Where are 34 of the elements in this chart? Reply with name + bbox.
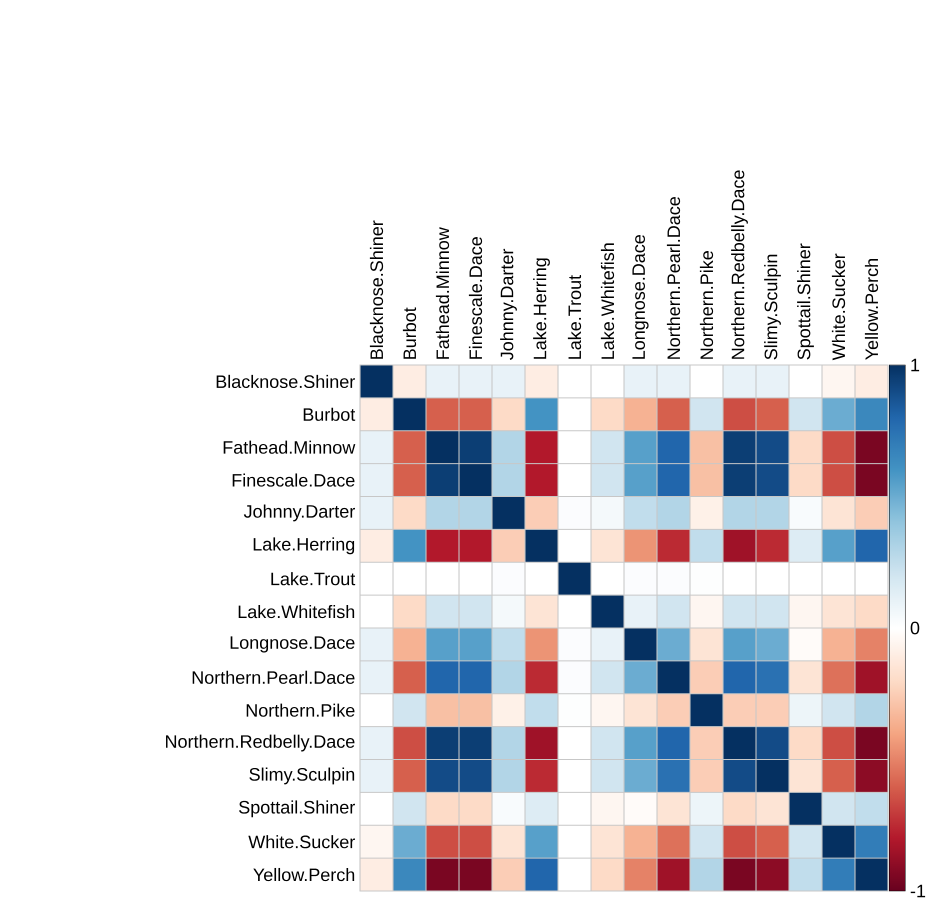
- y-tick-label: Finescale.Dace: [232, 473, 354, 487]
- y-tick-label: Longnose.Dace: [230, 636, 354, 653]
- y-tick-label: Yellow.Perch: [253, 868, 354, 882]
- y-tick-label: Fathead.Minnow: [224, 440, 356, 454]
- x-tick-label: Fathead.Minnow: [436, 227, 450, 359]
- x-tick-label: Slimy.Sculpin: [764, 254, 781, 360]
- x-tick-label: Spottail.Shiner: [797, 244, 814, 360]
- y-tick-label: Spottail.Shiner: [239, 800, 355, 818]
- x-tick-label: Northern.Pike: [700, 251, 714, 359]
- x-tick-label: Burbot: [402, 307, 416, 359]
- y-tick-label: Lake.Trout: [271, 572, 356, 586]
- y-tick-label: Northern.Pike: [246, 704, 354, 717]
- x-tick-label: Northern.Redbelly.Dace: [731, 170, 748, 359]
- x-tick-label: Yellow.Perch: [864, 259, 878, 360]
- x-tick-label: Lake.Herring: [533, 258, 550, 359]
- x-tick-label: Longnose.Dace: [632, 235, 649, 359]
- y-tick-label: Blacknose.Shiner: [216, 374, 355, 388]
- color-bar-label: 0: [910, 622, 920, 634]
- y-tick-label: Lake.Herring: [254, 537, 354, 554]
- x-tick-label: Lake.Whitefish: [600, 243, 614, 359]
- x-tick-label: Finescale.Dace: [468, 237, 482, 359]
- x-tick-label: White.Sucker: [832, 254, 846, 360]
- x-tick-label: Northern.Pearl.Dace: [666, 197, 680, 359]
- y-tick-label: Lake.Whitefish: [238, 604, 354, 618]
- color-bar-label: 1: [911, 358, 920, 372]
- y-tick-label: Northern.Pearl.Dace: [192, 670, 354, 684]
- y-tick-label: Slimy.Sculpin: [249, 768, 354, 784]
- y-tick-label: Burbot: [304, 408, 356, 421]
- y-tick-label: White.Sucker: [248, 835, 355, 848]
- x-tick-label: Lake.Trout: [568, 275, 582, 359]
- y-tick-label: Johnny.Darter: [244, 504, 355, 522]
- x-tick-label: Johnny.Darter: [500, 248, 517, 360]
- y-tick-label: Northern.Redbelly.Dace: [166, 734, 354, 752]
- color-bar-label: -1: [910, 884, 926, 898]
